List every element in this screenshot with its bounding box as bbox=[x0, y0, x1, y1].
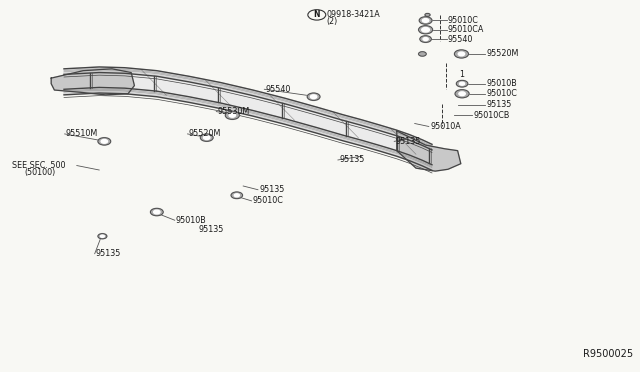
Text: 95520M: 95520M bbox=[189, 129, 221, 138]
Circle shape bbox=[307, 93, 320, 100]
Text: N: N bbox=[314, 10, 320, 19]
Circle shape bbox=[459, 92, 465, 96]
Circle shape bbox=[234, 194, 239, 197]
Text: 1: 1 bbox=[460, 70, 465, 79]
Circle shape bbox=[101, 140, 108, 143]
Text: 95135: 95135 bbox=[486, 100, 512, 109]
Circle shape bbox=[455, 90, 469, 98]
Circle shape bbox=[419, 26, 433, 34]
Text: (50100): (50100) bbox=[24, 169, 56, 177]
Text: 95010CA: 95010CA bbox=[448, 25, 484, 34]
Circle shape bbox=[231, 192, 243, 199]
Circle shape bbox=[460, 82, 465, 85]
Circle shape bbox=[454, 50, 468, 58]
Circle shape bbox=[425, 13, 430, 16]
Circle shape bbox=[98, 138, 111, 145]
Text: 95010C: 95010C bbox=[486, 89, 517, 98]
Text: 95540: 95540 bbox=[448, 35, 474, 44]
Text: 95010CB: 95010CB bbox=[474, 111, 510, 120]
Text: 95520M: 95520M bbox=[486, 49, 519, 58]
Text: 95135: 95135 bbox=[259, 185, 285, 194]
Circle shape bbox=[225, 111, 239, 119]
Text: 95530M: 95530M bbox=[218, 107, 250, 116]
Text: 95510M: 95510M bbox=[66, 129, 98, 138]
Polygon shape bbox=[397, 131, 461, 171]
Text: 95135: 95135 bbox=[396, 137, 421, 146]
Circle shape bbox=[422, 28, 429, 32]
Text: 95010B: 95010B bbox=[176, 216, 207, 225]
Polygon shape bbox=[64, 67, 432, 150]
Circle shape bbox=[150, 208, 163, 216]
Text: R9500025: R9500025 bbox=[584, 349, 634, 359]
Text: SEE SEC. 500: SEE SEC. 500 bbox=[12, 161, 65, 170]
Text: 95010B: 95010B bbox=[486, 79, 517, 88]
Circle shape bbox=[419, 52, 426, 56]
Text: 09918-3421A: 09918-3421A bbox=[326, 10, 380, 19]
Polygon shape bbox=[64, 87, 432, 170]
Circle shape bbox=[458, 52, 465, 56]
Circle shape bbox=[310, 95, 317, 99]
Circle shape bbox=[200, 134, 213, 141]
Circle shape bbox=[100, 235, 104, 237]
Text: (2): (2) bbox=[326, 17, 338, 26]
Circle shape bbox=[98, 234, 107, 239]
Circle shape bbox=[154, 210, 160, 214]
Text: 95135: 95135 bbox=[339, 155, 365, 164]
Circle shape bbox=[204, 136, 210, 140]
Text: 95540: 95540 bbox=[266, 85, 291, 94]
Text: 95010C: 95010C bbox=[253, 196, 284, 205]
Polygon shape bbox=[64, 73, 432, 165]
Text: 95010C: 95010C bbox=[448, 16, 479, 25]
Polygon shape bbox=[51, 69, 134, 95]
Circle shape bbox=[422, 19, 429, 22]
Circle shape bbox=[229, 113, 236, 117]
Circle shape bbox=[419, 17, 432, 24]
Text: 95135: 95135 bbox=[198, 225, 224, 234]
Circle shape bbox=[423, 38, 428, 41]
Text: 95010A: 95010A bbox=[430, 122, 461, 131]
Circle shape bbox=[456, 80, 468, 87]
Circle shape bbox=[420, 36, 431, 42]
Text: 95135: 95135 bbox=[96, 249, 122, 258]
